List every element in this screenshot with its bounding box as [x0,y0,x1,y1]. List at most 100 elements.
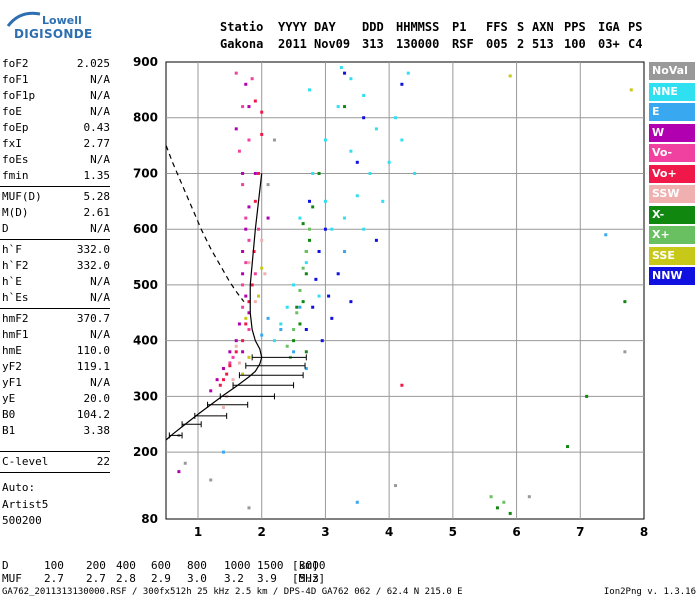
param-value: N/A [90,89,110,102]
param-label: B1 [2,424,16,437]
muf-value: 2.7 [86,572,106,585]
param-label: h`E [2,275,22,288]
data-point-w [234,339,238,343]
param-row-hf: h`F 332.0 [2,242,110,258]
param-row-fmin: fmin 1.35 [2,168,110,184]
param-separator [0,451,110,452]
data-point-nnw [362,116,366,120]
header-label-11: PS [628,20,643,34]
header-label-0: Statio [220,20,264,34]
param-row-hmf1: hmF1 N/A [2,327,110,343]
data-point-nnw [374,238,378,242]
param-label: foEs [2,153,29,166]
param-label: hmF1 [2,328,29,341]
y-tick-label: 700 [133,166,158,180]
data-point-w [266,216,270,220]
data-point-vo [250,77,254,81]
data-point-e [221,450,225,454]
data-point-vo [253,272,257,276]
x-tick-label: 5 [449,525,457,539]
param-value: 0.43 [83,121,111,134]
header-value-2: Nov09 [314,37,351,51]
data-point-e [279,328,283,332]
data-point-nnw [327,294,331,298]
header-label-6: FFS [486,20,508,34]
data-point-w [247,105,251,109]
data-point-nne [308,88,311,92]
data-point-x [304,249,308,253]
param-label: fmin [2,169,29,182]
data-point-vo [247,138,251,142]
logo-digisonde: DIGISONDE [14,27,93,41]
header-value-0: Gakona [220,37,264,51]
data-point-w [241,171,245,175]
data-point-nnw [317,249,321,253]
data-point-noval [247,506,251,510]
param-row-foe: foE N/A [2,104,110,120]
data-point-x [308,227,311,231]
data-point-x [623,300,627,304]
data-point-vo [247,328,251,332]
legend-item-nne: NNE [649,82,695,101]
data-point-nne [343,216,347,220]
data-point-nne [311,171,315,175]
param-label: B0 [2,408,16,421]
data-point-w [234,127,238,131]
header-value-8: 513 [532,37,554,51]
data-point-x [502,500,506,504]
data-point-x [292,339,296,343]
data-point-nne [355,194,359,198]
data-point-nne [279,322,283,326]
data-point-vo [231,355,235,359]
header-label-1: YYYY [278,20,307,34]
data-point-nnw [349,300,353,304]
header-value-1: 2011 [278,37,307,51]
header-value-6: 005 [486,37,508,51]
param-row-md: M(D) 2.61 [2,205,110,221]
legend-item-noval: NoVal [649,62,695,80]
distance-value: 1500 [257,559,284,572]
param-label: MUF(D) [2,190,42,203]
data-point-vo [244,216,248,220]
param-label: h`F2 [2,259,29,272]
x-tick-label: 6 [512,525,520,539]
data-point-vo [253,199,257,203]
distance-value: 1000 [224,559,251,572]
electron-density-profile [165,173,263,441]
param-value: 2.025 [76,57,110,70]
param-separator [0,239,110,240]
data-point-vo [241,183,245,187]
data-point-e [298,305,302,309]
param-value: 332.0 [76,259,110,272]
data-point-w [253,171,257,175]
param-row-yf2: yF2 119.1 [2,359,110,375]
param-row-foep: foEp 0.43 [2,120,110,136]
data-point-noval [394,484,398,488]
param-label: foF2 [2,57,29,70]
data-point-vo [260,132,264,136]
plot-area [165,61,645,520]
param-value: 2.61 [83,206,111,219]
data-point-w [209,389,213,393]
param-row-foes: foEs N/A [2,152,110,168]
param-row-hme: hmE 110.0 [2,343,110,359]
data-point-w [221,367,225,371]
y-tick-label: 300 [133,389,158,403]
param-row-hmf2: hmF2 370.7 [2,311,110,327]
data-point-w [241,249,245,253]
x-tick-label: 3 [321,525,329,539]
data-point-ssw [237,361,241,365]
data-point-nne [285,305,289,309]
data-point-vo [247,300,251,304]
data-point-sse [260,266,264,270]
data-point-sse [629,88,633,92]
legend-item-vo: Vo- [649,144,695,162]
param-value: N/A [90,222,110,235]
param-value: 3.38 [83,424,111,437]
data-point-nne [394,116,398,120]
data-point-nnw [400,82,404,86]
data-point-sse [244,316,248,320]
data-point-nnw [311,305,315,309]
data-point-nnw [343,71,347,75]
data-point-x [495,506,499,510]
